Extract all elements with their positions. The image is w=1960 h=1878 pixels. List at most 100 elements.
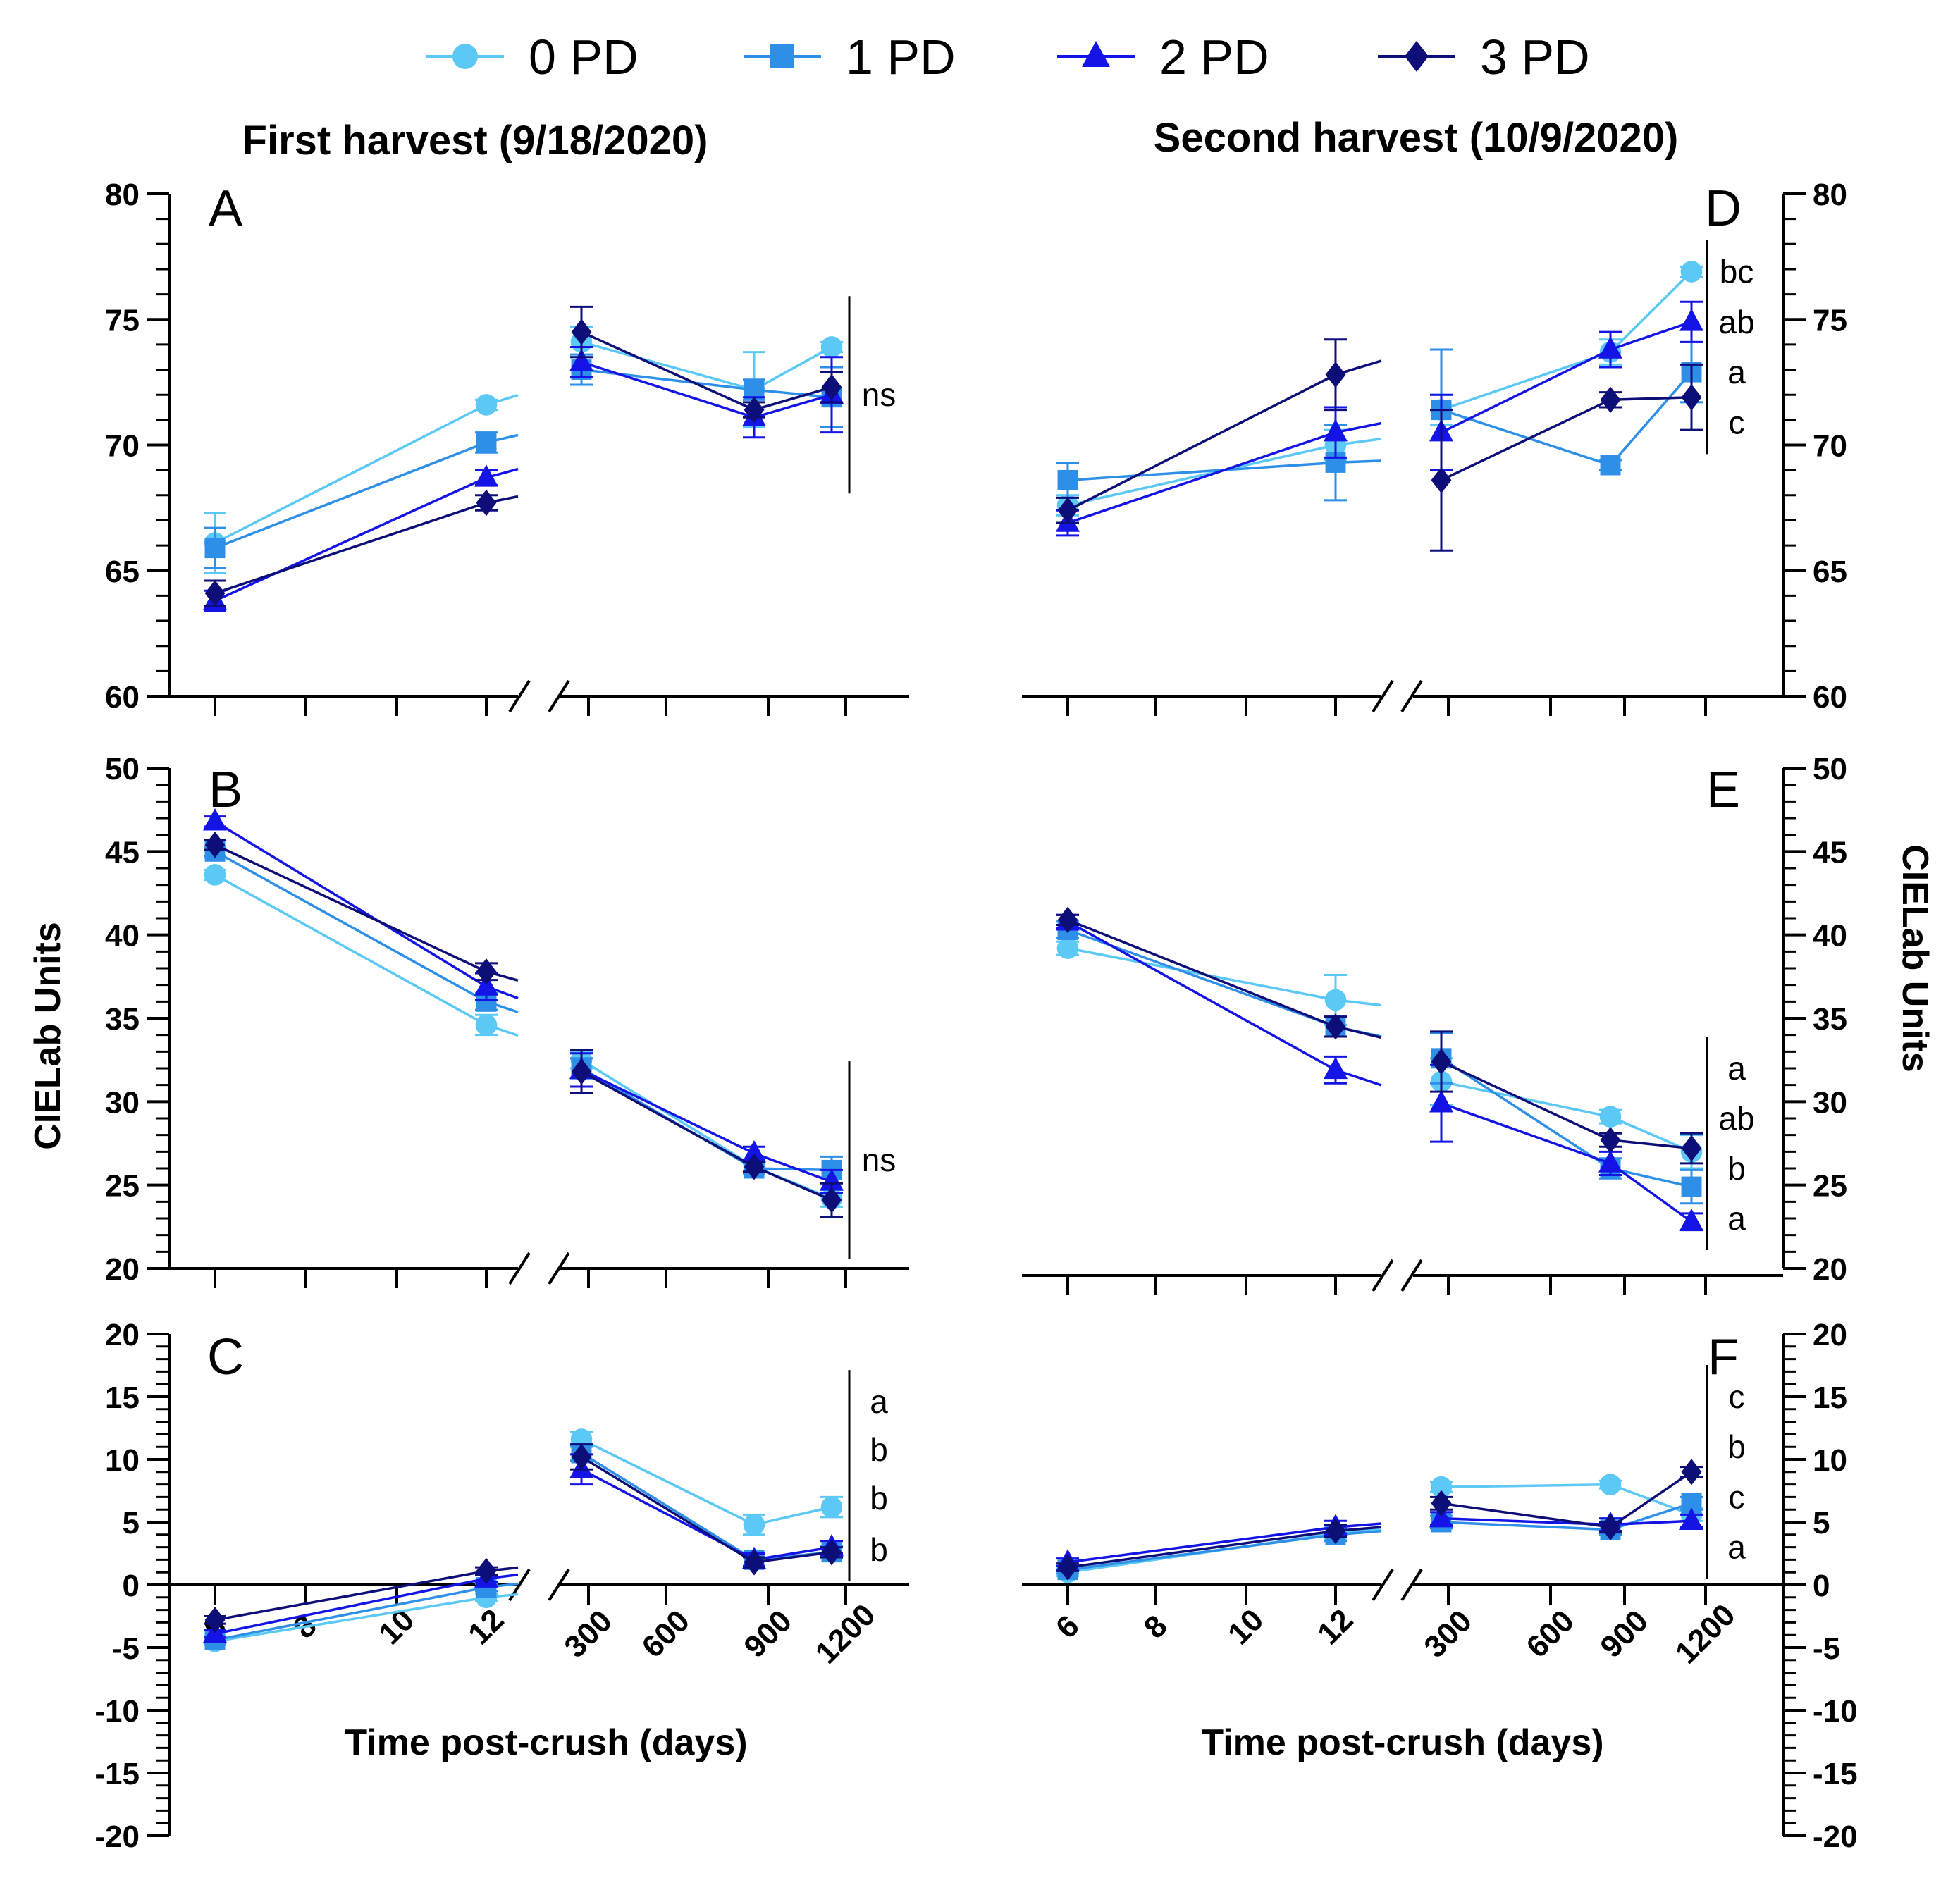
y-tick-label: 10 (1813, 1443, 1847, 1478)
y-axis-title-left: CIELab Units (27, 922, 68, 1150)
y-tick-label: 20 (105, 1252, 140, 1287)
data-point (204, 832, 226, 858)
x-tick-label: 600 (1520, 1603, 1581, 1664)
series-line-late (1441, 271, 1693, 412)
y-tick-label: 70 (1813, 429, 1847, 464)
legend-marker (770, 44, 794, 68)
panel-letter: C (207, 1329, 244, 1385)
data-point (1324, 1056, 1348, 1080)
series-2-pd (203, 808, 844, 1194)
significance-label: c (1729, 1378, 1745, 1415)
data-point (820, 1496, 843, 1518)
series-line-early (214, 820, 519, 1000)
panel-letter: B (209, 762, 242, 818)
data-point (1429, 1090, 1453, 1113)
y-tick-label: 20 (1813, 1252, 1847, 1287)
series-1-pd (204, 353, 843, 569)
series-line-early (214, 850, 519, 1013)
y-tick-label: 0 (123, 1569, 140, 1603)
data-point (1680, 261, 1703, 283)
x-tick-label: 6 (1049, 1609, 1086, 1645)
legend-label: 2 PD (1159, 30, 1269, 85)
y-tick-label: 15 (105, 1380, 140, 1415)
significance-label: c (1729, 1478, 1745, 1515)
panel-B: 20 25 30 35 40 45 50 Bns (105, 752, 909, 1288)
panel-C: -20-15-10-5051015206810123006009001200Ca… (94, 1318, 909, 1854)
y-tick-label: -5 (1813, 1631, 1840, 1666)
x-tick-label: 1200 (1669, 1598, 1742, 1671)
data-point (820, 336, 843, 358)
data-point (1681, 384, 1702, 411)
series-2-pd (1056, 908, 1703, 1232)
significance-label: b (870, 1431, 888, 1468)
significance-label: b (1727, 1428, 1746, 1465)
data-point (1599, 1106, 1622, 1128)
data-point (1599, 1474, 1622, 1495)
legend-item: 2 PD (1057, 30, 1269, 85)
panel-letter: D (1705, 180, 1742, 237)
legend-item: 1 PD (744, 30, 956, 85)
data-point (476, 489, 497, 517)
first-harvest-title: First harvest (9/18/2020) (242, 118, 708, 163)
data-point (203, 808, 227, 831)
axis-break-mark (1400, 679, 1423, 713)
panel-A: 60 65 70 75 80 Ans (105, 178, 909, 716)
y-tick-label: 15 (1813, 1380, 1847, 1415)
series-line-late (1441, 1102, 1693, 1223)
series-line-early (214, 1566, 519, 1621)
data-point (821, 1187, 842, 1213)
data-point (569, 349, 593, 371)
series-line-late (1441, 1502, 1692, 1531)
data-point (1057, 469, 1078, 490)
data-point (1057, 497, 1078, 524)
second-harvest-title: Second harvest (10/9/2020) (1154, 115, 1679, 161)
x-tick-label: 900 (737, 1603, 799, 1664)
y-tick-label: 25 (105, 1169, 140, 1204)
data-point (571, 1058, 592, 1085)
data-point (1431, 467, 1452, 494)
x-tick-label: 300 (1417, 1603, 1479, 1664)
y-tick-label: 0 (1813, 1569, 1830, 1603)
data-point (1679, 1507, 1703, 1530)
significance-label: c (1729, 404, 1745, 440)
data-point (744, 1549, 765, 1576)
legend-item: 0 PD (426, 30, 639, 85)
y-tick-label: 50 (105, 752, 140, 786)
significance-label: ab (1718, 304, 1754, 340)
significance-label: a (870, 1383, 888, 1420)
y-tick-label: 30 (105, 1085, 140, 1120)
data-point (1057, 1554, 1078, 1581)
panel-letter: F (1708, 1329, 1739, 1385)
data-point (475, 394, 498, 416)
series-line-early (214, 394, 519, 545)
legend-item: 3 PD (1378, 30, 1590, 85)
series-line-late (581, 1455, 832, 1564)
data-point (204, 538, 226, 559)
data-point (1598, 336, 1622, 359)
data-point (476, 432, 497, 453)
series-1-pd (1056, 1493, 1703, 1581)
x-tick-label: 10 (1221, 1602, 1270, 1651)
data-point (204, 864, 226, 886)
significance-label: a (1727, 1200, 1746, 1237)
y-tick-label: 20 (105, 1318, 140, 1352)
series-line-late (1441, 1057, 1692, 1188)
y-tick-label: -5 (112, 1631, 140, 1666)
series-0-pd (204, 326, 843, 574)
data-point (571, 1443, 592, 1471)
y-tick-label: -15 (1813, 1757, 1858, 1791)
legend-label: 0 PD (529, 30, 639, 85)
series-3-pd (204, 305, 843, 607)
y-tick-label: 75 (1813, 303, 1847, 338)
data-point (743, 1514, 765, 1536)
significance-label: a (1727, 354, 1746, 390)
x-tick-label: 8 (1138, 1609, 1174, 1645)
y-tick-label: 5 (1813, 1506, 1830, 1540)
y-tick-label: 65 (1813, 555, 1847, 589)
x-tick-label: 12 (462, 1602, 510, 1651)
y-tick-label: 45 (105, 835, 140, 870)
legend-label: 3 PD (1480, 30, 1590, 85)
